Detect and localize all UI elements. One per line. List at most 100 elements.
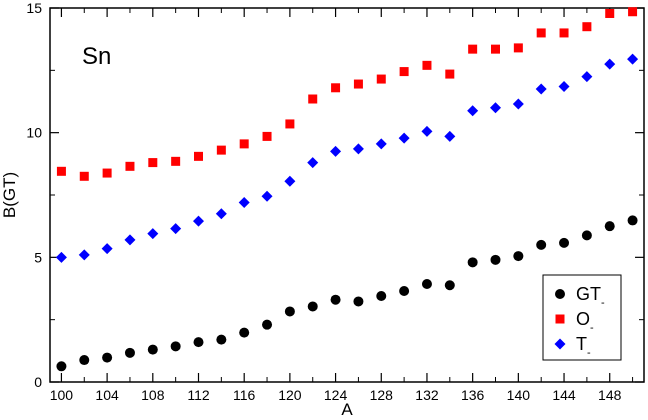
x-axis-label: A <box>341 400 353 419</box>
data-point <box>216 334 227 345</box>
data-point <box>535 83 547 95</box>
data-point <box>628 7 638 17</box>
data-point <box>536 239 547 250</box>
data-point <box>56 166 66 176</box>
data-point <box>124 347 135 358</box>
data-point <box>170 341 181 352</box>
data-point <box>375 138 387 150</box>
x-tick-label: 124 <box>324 387 348 403</box>
data-point <box>147 228 159 240</box>
y-tick-label: 10 <box>26 125 42 141</box>
data-point <box>421 125 433 137</box>
data-point <box>101 243 113 255</box>
data-point <box>513 251 524 262</box>
data-point <box>307 301 318 312</box>
x-tick-label: 136 <box>461 387 485 403</box>
legend-marker <box>555 314 565 324</box>
series-o <box>56 7 638 181</box>
data-point <box>604 221 615 232</box>
data-point <box>148 158 158 168</box>
legend-subscript: - <box>601 297 605 309</box>
series-gt <box>56 215 638 372</box>
data-point <box>353 79 363 89</box>
data-point <box>262 319 273 330</box>
data-point <box>285 119 295 129</box>
x-tick-label: 128 <box>370 387 394 403</box>
data-point <box>399 67 409 77</box>
data-point <box>376 74 386 84</box>
series-t <box>55 53 639 263</box>
data-point <box>171 156 181 166</box>
data-point <box>605 8 615 18</box>
data-point <box>261 190 273 202</box>
data-point <box>536 28 546 38</box>
x-tick-label: 116 <box>233 387 256 403</box>
data-point <box>353 296 364 307</box>
y-axis-label: B(GT) <box>0 172 19 218</box>
legend-marker <box>554 338 566 350</box>
x-tick-label: 144 <box>552 387 576 403</box>
data-point <box>421 279 432 290</box>
data-point <box>79 171 89 181</box>
data-point <box>215 208 227 220</box>
data-point <box>398 132 410 144</box>
data-point <box>147 344 158 355</box>
data-point <box>216 145 226 155</box>
data-point <box>330 294 341 305</box>
data-point <box>102 168 112 178</box>
element-annotation: Sn <box>82 43 111 70</box>
data-point <box>239 139 249 149</box>
data-point <box>193 215 204 227</box>
data-point <box>627 53 639 65</box>
x-tick-label: 104 <box>95 387 119 403</box>
legend-label: O- <box>576 309 594 334</box>
data-point <box>467 257 478 268</box>
legend: GT-O-T- <box>542 274 622 361</box>
data-point <box>581 230 592 241</box>
data-point <box>56 361 67 372</box>
data-point <box>330 145 342 157</box>
data-point <box>399 285 410 296</box>
data-point <box>490 102 501 114</box>
data-series <box>55 7 639 372</box>
x-tick-label: 112 <box>187 387 210 403</box>
data-point <box>170 223 182 235</box>
data-point <box>125 161 135 171</box>
legend-subscript: - <box>587 347 591 359</box>
data-point <box>559 237 570 248</box>
data-point <box>627 215 638 226</box>
data-point <box>331 83 341 93</box>
data-point <box>513 43 523 53</box>
data-point <box>238 196 250 208</box>
data-point <box>262 131 272 141</box>
data-point <box>445 69 455 79</box>
data-point <box>444 280 455 291</box>
data-point <box>490 254 501 265</box>
data-point <box>307 157 319 169</box>
axis-ticks <box>50 7 644 383</box>
data-point <box>604 58 616 70</box>
legend-marker <box>555 289 565 299</box>
data-point <box>124 234 136 246</box>
data-point <box>78 249 90 261</box>
data-point <box>467 105 479 117</box>
data-point <box>193 337 204 348</box>
data-point <box>308 94 318 104</box>
x-tick-label: 148 <box>598 387 622 403</box>
data-point <box>102 352 113 363</box>
legend-subscript: - <box>590 322 594 334</box>
data-point <box>558 81 570 93</box>
x-tick-label: 108 <box>141 387 165 403</box>
data-point <box>582 22 592 32</box>
y-tick-label: 0 <box>34 374 42 390</box>
y-tick-label: 15 <box>26 0 42 16</box>
data-point <box>284 175 296 187</box>
tick-labels: 100 104 108 112 116 120 124 128 132 136 140 144 148 0… <box>26 0 621 403</box>
x-tick-label: 132 <box>415 387 439 403</box>
data-point <box>512 98 524 110</box>
x-tick-label: 140 <box>507 387 531 403</box>
data-point <box>581 71 593 83</box>
data-point <box>491 44 500 54</box>
data-point <box>239 327 250 338</box>
